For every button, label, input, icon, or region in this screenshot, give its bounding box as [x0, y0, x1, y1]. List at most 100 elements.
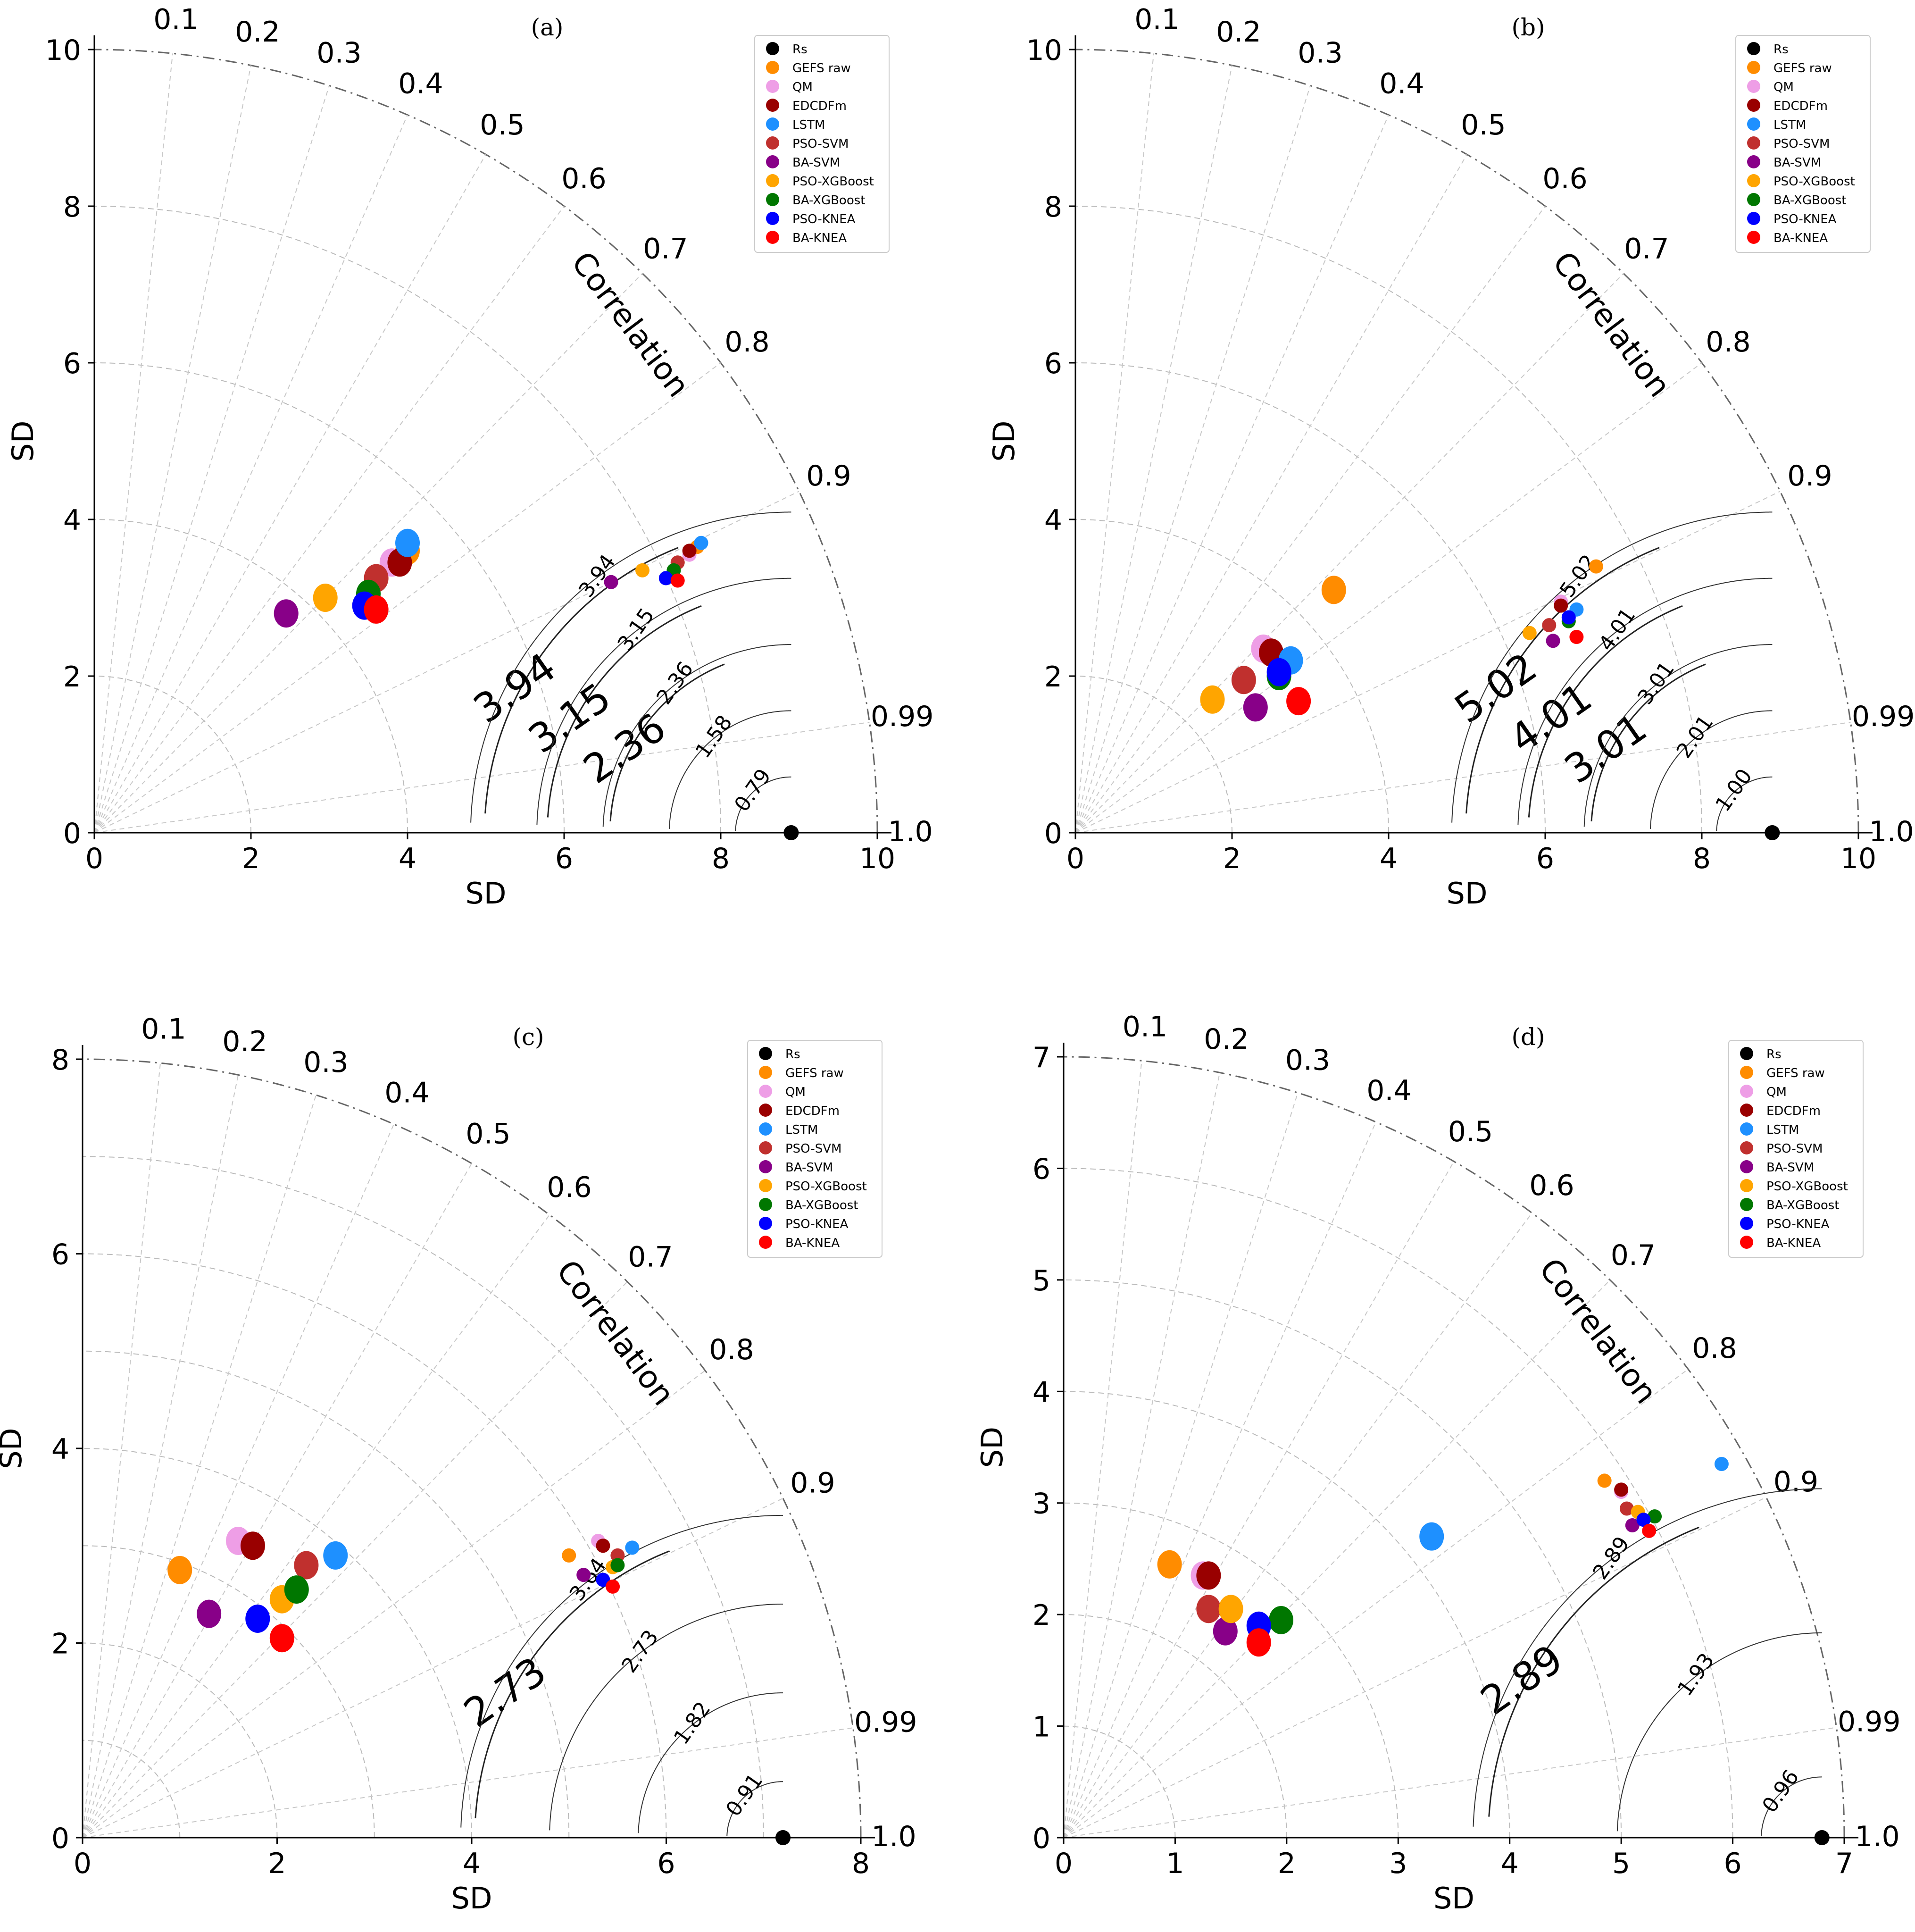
point-inset-ba-knea: [1569, 630, 1584, 644]
point-main-pso-knea: [245, 1604, 270, 1633]
legend-marker-pso-knea: [1747, 212, 1760, 225]
y-tick-label: 0: [1044, 817, 1062, 850]
correlation-axis-label: Correlation: [1532, 1252, 1665, 1411]
corr-tick-label: 0.9: [1787, 460, 1832, 493]
rmsd-contour-inset: [1761, 1776, 1822, 1836]
rmsd-inset-label: 4.01: [1594, 604, 1640, 656]
corr-ray: [82, 1124, 394, 1838]
legend-label: PSO-KNEA: [1766, 1217, 1830, 1231]
point-main-ba-knea: [1286, 687, 1311, 716]
corr-tick-label: 0.9: [806, 460, 851, 493]
legend-label: BA-SVM: [785, 1161, 833, 1175]
point-main-lstm: [1419, 1522, 1444, 1551]
corr-tick-label: 0.6: [561, 162, 606, 195]
corr-ray: [82, 1095, 316, 1838]
y-tick-label: 7: [1032, 1041, 1050, 1074]
rmsd-contour-inset: [1473, 1488, 1822, 1827]
legend-marker-ba-svm: [1740, 1160, 1753, 1173]
corr-ray: [1063, 1121, 1376, 1838]
correlation-axis-label: Correlation: [565, 245, 697, 404]
corr-tick-label: 0.5: [1448, 1115, 1493, 1148]
point-main-edcdfm: [1196, 1561, 1221, 1590]
rmsd-contour-main: [609, 663, 725, 821]
corr-ray: [82, 1497, 783, 1838]
legend-label: LSTM: [785, 1123, 818, 1137]
legend-marker-pso-svm: [1747, 136, 1760, 150]
corr-tick-label: 0.4: [398, 67, 443, 100]
rmsd-inset-label: 3.15: [613, 604, 659, 656]
corr-ray: [1063, 1213, 1532, 1838]
legend-label: BA-KNEA: [1766, 1236, 1821, 1250]
point-main-ba-svm: [1213, 1617, 1238, 1646]
sd-grid-arc: [82, 1156, 764, 1838]
y-axis-label: SD: [975, 1427, 1009, 1468]
y-tick-label: 4: [51, 1433, 69, 1466]
x-tick-label: 2: [268, 1847, 286, 1880]
corr-tick-label: 0.7: [1611, 1239, 1656, 1272]
corr-tick-label: 0.6: [547, 1171, 591, 1204]
sd-grid-arc: [94, 362, 565, 833]
y-tick-label: 8: [1044, 191, 1062, 224]
legend-label: PSO-XGBoost: [1773, 175, 1855, 189]
sd-grid-arc: [82, 1350, 570, 1838]
corr-ray: [94, 491, 799, 833]
y-tick-label: 5: [1032, 1264, 1050, 1297]
x-tick-label: 4: [399, 842, 416, 875]
point-main-pso-svm: [1231, 666, 1256, 694]
y-tick-label: 4: [1044, 504, 1062, 537]
legend-label: PSO-SVM: [1766, 1142, 1823, 1156]
legend-marker-ba-svm: [766, 155, 779, 168]
legend: Rs GEFS raw QM EDCDFm LSTM PSO-SVM BA-SVM PSO-X…: [747, 1040, 883, 1258]
rmsd-contour-main: [484, 547, 679, 814]
legend-box: [1728, 1040, 1864, 1258]
legend-marker-pso-knea: [759, 1217, 772, 1230]
legend-label: BA-XGBoost: [1766, 1198, 1840, 1213]
x-tick-label: 8: [852, 1847, 870, 1880]
corr-ray: [82, 1727, 853, 1838]
point-inset-ba-svm: [1625, 1518, 1640, 1532]
correlation-axis-label: Correlation: [550, 1253, 682, 1412]
corr-ray: [1075, 491, 1781, 833]
legend-label: BA-XGBoost: [785, 1198, 858, 1213]
rmsd-contour-inset: [549, 1604, 783, 1831]
point-main-edcdfm: [240, 1531, 265, 1560]
y-axis-label: SD: [6, 420, 40, 461]
panel-label: (d): [1511, 1023, 1545, 1051]
point-inset-lstm: [694, 535, 708, 550]
corr-ray: [1063, 1280, 1611, 1838]
x-tick-label: 8: [712, 842, 730, 875]
sd-grid-arc: [82, 1545, 375, 1838]
corr-tick-label: 1.0: [1855, 1820, 1899, 1853]
point-main-ba-xgboost: [1269, 1606, 1294, 1634]
corr-tick-label: 0.8: [709, 1333, 754, 1366]
rmsd-contour-main: [547, 605, 702, 818]
legend-label: BA-XGBoost: [1773, 193, 1847, 208]
legend-label: PSO-SVM: [785, 1142, 841, 1156]
x-tick-label: 10: [859, 842, 895, 875]
rmsd-contour-main: [1590, 663, 1706, 821]
taylor-panel-4: (d) 0.1 0.2 0.3 0.4 0.5 0.6 0.7 0.8 0.9 0.99 1.0 Cor…: [975, 1011, 1901, 1915]
corr-ray: [1063, 1092, 1299, 1838]
corr-ray: [1075, 154, 1467, 833]
legend-marker-pso-svm: [1740, 1141, 1753, 1154]
legend-marker-pso-xgboost: [759, 1179, 772, 1192]
y-axis-label: SD: [987, 420, 1021, 461]
legend-marker-gefs-raw: [766, 61, 779, 74]
corr-tick-label: 0.8: [1692, 1332, 1737, 1365]
point-main-pso-svm: [1196, 1595, 1221, 1623]
point-main-ba-svm: [197, 1599, 222, 1628]
legend-label: Rs: [1773, 42, 1789, 57]
corr-tick-label: 0.99: [1838, 1706, 1901, 1739]
y-tick-label: 6: [63, 347, 81, 380]
corr-tick-label: 0.7: [628, 1241, 673, 1274]
corr-tick-label: 0.6: [1542, 162, 1587, 195]
corr-tick-label: 1.0: [871, 1820, 916, 1853]
point-main-gefs-raw: [1157, 1550, 1182, 1579]
legend-label: BA-KNEA: [785, 1236, 840, 1250]
outer-arc: [94, 49, 878, 833]
legend-marker-ba-knea: [1740, 1236, 1753, 1249]
sd-grid-arc: [94, 676, 251, 833]
rmsd-contour-inset: [726, 1781, 783, 1836]
point-main-pso-knea: [1266, 658, 1291, 686]
legend-marker-ba-knea: [1747, 231, 1760, 244]
